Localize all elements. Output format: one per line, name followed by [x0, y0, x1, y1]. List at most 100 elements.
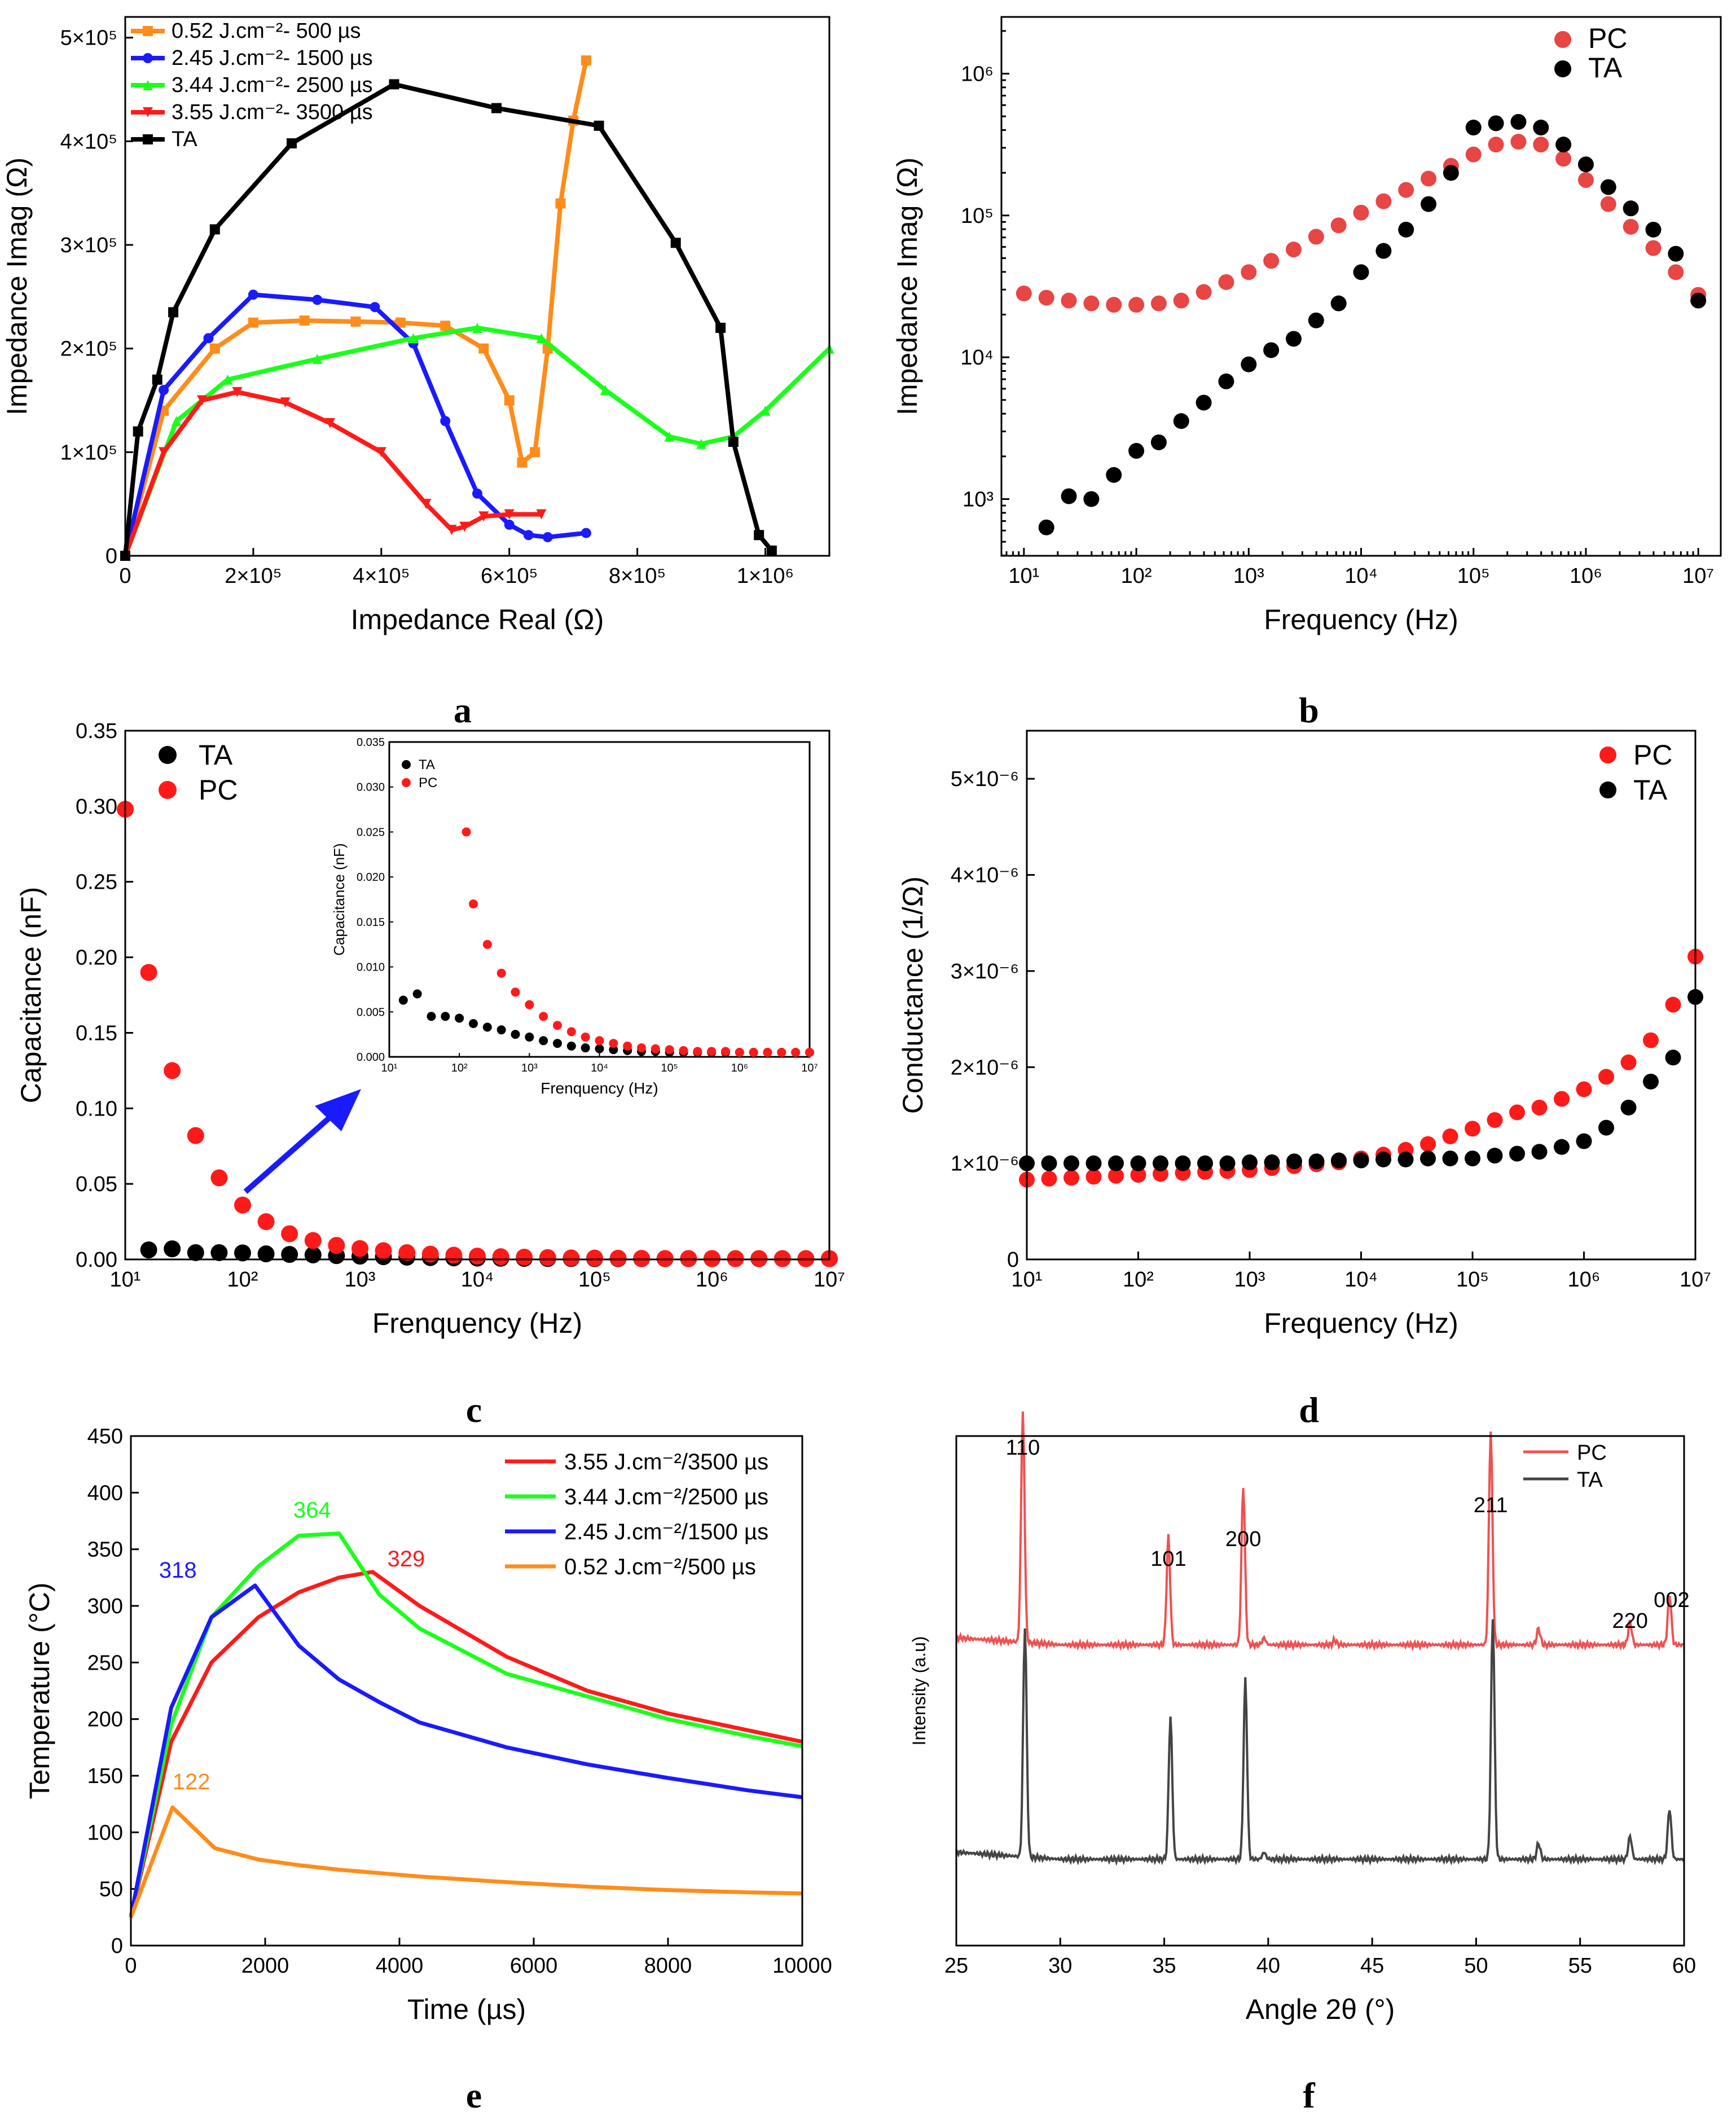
panel-d-data-point	[1509, 1145, 1525, 1162]
panel-d-data-point	[1554, 1091, 1570, 1107]
panel-c-inset-y-tick-label: 0.030	[357, 781, 385, 794]
panel-b-x-tick-label: 10⁷	[1682, 564, 1714, 588]
panel-a-data-point	[222, 374, 233, 385]
panel-d-data-point	[1353, 1152, 1369, 1169]
panel-b-x-tick-label: 10²	[1121, 564, 1152, 588]
panel-d-data-point	[1620, 1099, 1637, 1116]
panel-a-data-point	[350, 316, 361, 327]
panel-b-y-tick-label: 10⁴	[960, 346, 994, 370]
panel-a-data-point	[754, 530, 764, 541]
panel-c-inset-legend-marker	[402, 778, 411, 787]
panel-c-legend-label: PC	[199, 774, 238, 806]
panel-e-x-tick-label: 0	[125, 1954, 137, 1978]
panel-c-data-point	[516, 1248, 533, 1266]
panel-c-inset-ta-point	[525, 1032, 534, 1042]
panel-a-data-point	[766, 545, 777, 556]
panel-f-legend-label: TA	[1577, 1468, 1603, 1492]
panel-d-legend-label: TA	[1633, 774, 1668, 806]
panel-a-data-point	[555, 198, 566, 209]
panel-c-data-point	[140, 1241, 157, 1259]
panel-a-series-line	[123, 82, 773, 556]
panel-d-data-point	[1643, 1073, 1659, 1090]
panel-label-e: e	[466, 2075, 482, 2115]
panel-c-data-point	[234, 1244, 251, 1262]
panel-c-inset-y-tick-label: 0.010	[357, 961, 385, 974]
panel-c-data-point	[398, 1244, 416, 1261]
panel-d-data-point	[1487, 1148, 1503, 1164]
panel-b-data-point	[1285, 242, 1302, 258]
panel-d-data-point	[1420, 1151, 1436, 1167]
panel-c-y-tick-label: 0.30	[76, 795, 117, 819]
panel-b-data-point	[1623, 218, 1639, 235]
panel-label-f: f	[1303, 2075, 1315, 2115]
panel-f-xrd-trace	[956, 1411, 1685, 1652]
panel-c-inset-ta-point	[412, 989, 422, 999]
panel-d-data-point	[1063, 1155, 1079, 1171]
panel-c-x-axis-label: Frenquency (Hz)	[372, 1307, 582, 1339]
panel-a-legend-label: 3.44 J.cm⁻²- 2500 µs	[172, 73, 373, 97]
panel-f-x-tick-label: 25	[944, 1954, 968, 1978]
panel-a-x-tick-label: 1×10⁶	[737, 564, 794, 588]
panel-c-inset-ta-point	[482, 1022, 492, 1032]
panel-f-x-tick-label: 50	[1464, 1954, 1488, 1978]
panel-b-data-point	[1375, 243, 1392, 259]
panel-b-data-point	[1173, 292, 1189, 309]
panel-a-y-axis-label: Impedance Imag (Ω)	[1, 157, 33, 415]
panel-c-y-tick-label: 0.05	[76, 1173, 117, 1196]
panel-c-inset-ta-point	[539, 1036, 548, 1046]
panel-a-legend-marker	[143, 107, 153, 117]
panel-c-inset-ta-point	[398, 995, 408, 1005]
panel-f-x-tick-label: 35	[1152, 1954, 1176, 1978]
panel-c-data-point	[351, 1240, 368, 1257]
panel-c-inset-pc-point	[469, 899, 478, 908]
panel-c-inset-pc-point	[566, 1027, 576, 1037]
panel-b-data-point	[1106, 467, 1122, 483]
panel-b-data-point	[1421, 170, 1437, 187]
panel-c-inset-ta-point	[511, 1030, 520, 1039]
panel-c-y-tick-label: 0.35	[76, 719, 117, 743]
panel-c-inset-legend-label: TA	[419, 757, 435, 772]
panel-c-data-point	[187, 1127, 204, 1144]
panel-a-data-point	[209, 343, 220, 354]
panel-b-data-point	[1038, 519, 1054, 535]
panel-c-inset-pc-point	[805, 1048, 814, 1057]
panel-c-data-point	[609, 1249, 627, 1267]
panel-c-y-tick-label: 0.20	[76, 946, 117, 970]
panel-d-data-point	[1308, 1153, 1325, 1170]
panel-c-inset-y-tick-label: 0.015	[357, 916, 385, 929]
panel-c-inset-y-tick-label: 0.005	[357, 1006, 385, 1018]
panel-f-x-tick-label: 30	[1048, 1954, 1072, 1978]
panel-a-x-tick-label: 6×10⁵	[481, 564, 538, 588]
panel-a-legend-marker	[143, 53, 153, 63]
panel-d-y-tick-label: 5×10⁻⁶	[951, 767, 1019, 791]
panel-e-y-axis-label: Temperature (°C)	[24, 1583, 55, 1799]
panel-c-inset-pc-point	[482, 939, 492, 949]
panel-b-data-point	[1173, 413, 1189, 429]
panel-d-data-point	[1442, 1151, 1458, 1167]
panel-b-data-point	[1285, 331, 1302, 347]
panel-c-y-tick-label: 0.25	[76, 871, 117, 894]
panel-c-inset-x-label: Frenquency (Hz)	[540, 1079, 658, 1097]
panel-c-inset-x-tick-label: 10⁵	[661, 1062, 678, 1074]
panel-a-data-point	[523, 530, 534, 541]
panel-f-y-axis-label: Intensity (a.u)	[909, 1636, 929, 1746]
panel-a-data-point	[395, 317, 406, 328]
panel-e-x-tick-label: 2000	[241, 1954, 289, 1978]
panel-a-nyquist-plot: 0 2×10⁵ 4×10⁵ 6×10⁵ 8×10⁵ 1×10⁶ 0 1×10⁵ 2×10⁵ 3×1…	[1, 16, 834, 635]
panel-a-legend-marker	[143, 80, 153, 90]
panel-e-y-tick-label: 50	[99, 1878, 123, 1902]
panel-c-x-tick-label: 10⁷	[814, 1268, 845, 1292]
panel-c-legend-marker	[159, 781, 177, 799]
panel-c-data-point	[562, 1249, 580, 1267]
panel-b-data-point	[1577, 172, 1594, 188]
panel-a-data-point	[280, 397, 291, 408]
panel-c-data-point	[257, 1245, 275, 1263]
panel-b-y-tick-label: 10³	[963, 488, 994, 511]
panel-a-x-tick-label: 8×10⁵	[609, 564, 666, 588]
panel-a-data-point	[600, 385, 610, 396]
panel-b-data-point	[1668, 264, 1684, 280]
panel-c-axes-frame	[124, 730, 830, 1261]
panel-a-data-point	[197, 395, 208, 406]
panel-a-data-point	[248, 317, 258, 328]
panel-d-data-point	[1331, 1152, 1347, 1169]
